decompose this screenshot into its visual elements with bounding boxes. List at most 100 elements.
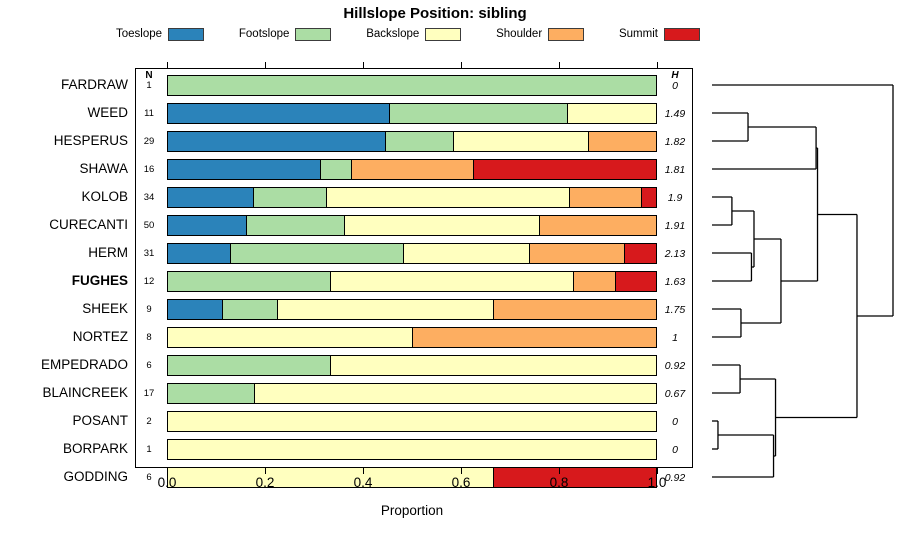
x-tick-top — [657, 62, 659, 68]
h-value: 2.13 — [664, 248, 686, 260]
bar-segment-toeslope — [168, 243, 232, 263]
bar-segment-footslope — [320, 159, 352, 179]
legend-label: Footslope — [238, 28, 290, 40]
h-value: 1.63 — [664, 276, 686, 288]
stacked-bar-fardraw — [167, 74, 657, 96]
bar-segment-backslope — [168, 467, 494, 487]
h-value: 0.67 — [664, 388, 686, 400]
n-value: 12 — [143, 276, 155, 287]
bar-segment-shoulder — [530, 243, 625, 263]
bar-segment-footslope — [254, 187, 327, 207]
cluster-dendrogram — [712, 84, 894, 478]
h-column-header: H — [671, 70, 679, 81]
legend-swatch — [425, 27, 462, 41]
stacked-bar-herm — [167, 242, 657, 264]
x-tick-label: 0.8 — [549, 475, 569, 490]
h-value: 1.9 — [667, 192, 683, 204]
row-label-fughes: FUGHES — [71, 273, 128, 288]
row-label-sheek: SHEEK — [82, 301, 128, 316]
plot-area-frame — [135, 68, 693, 468]
bar-segment-backslope — [454, 131, 590, 151]
stacked-bar-shawa — [167, 158, 657, 180]
x-tick-top — [167, 62, 169, 68]
x-tick-label: 0.4 — [353, 475, 373, 490]
bar-segment-footslope — [231, 243, 405, 263]
bar-segment-shoulder — [351, 159, 475, 179]
stacked-bar-curecanti — [167, 214, 657, 236]
bar-segment-footslope — [168, 383, 255, 403]
h-value: 1.82 — [664, 136, 686, 148]
bar-segment-backslope — [567, 103, 656, 123]
x-tick-label: 1.0 — [647, 475, 667, 490]
stacked-bar-weed — [167, 102, 657, 124]
row-label-borpark: BORPARK — [62, 441, 128, 456]
n-value: 9 — [146, 304, 152, 315]
x-tick-label: 0.2 — [255, 475, 275, 490]
bar-segment-footslope — [222, 299, 278, 319]
bar-segment-toeslope — [168, 103, 390, 123]
row-label-hesperus: HESPERUS — [53, 133, 128, 148]
n-value: 1 — [146, 444, 152, 455]
row-label-empedrado: EMPEDRADO — [40, 357, 128, 372]
n-value: 16 — [143, 164, 155, 175]
bar-segment-backslope — [168, 411, 656, 431]
row-label-weed: WEED — [87, 105, 129, 120]
n-column-header: N — [145, 70, 153, 81]
legend-item-shoulder: Shoulder — [496, 27, 585, 41]
h-value: 1.81 — [664, 164, 686, 176]
row-label-posant: POSANT — [72, 413, 128, 428]
bar-segment-backslope — [331, 355, 656, 375]
row-label-nortez: NORTEZ — [72, 329, 128, 344]
x-tick — [265, 468, 267, 474]
n-value: 29 — [143, 136, 155, 147]
legend-label: Summit — [618, 28, 658, 40]
x-tick-top — [265, 62, 267, 68]
bar-segment-summit — [615, 271, 656, 291]
x-tick-label: 0.0 — [157, 475, 177, 490]
bar-segment-summit — [624, 243, 656, 263]
stacked-bar-blaincreek — [167, 382, 657, 404]
h-value: 0.92 — [664, 472, 686, 484]
bar-segment-footslope — [246, 215, 345, 235]
row-label-curecanti: CURECANTI — [49, 217, 128, 232]
bar-segment-summit — [493, 467, 656, 487]
bar-segment-footslope — [389, 103, 568, 123]
legend-item-backslope: Backslope — [366, 27, 462, 41]
n-value: 6 — [146, 360, 152, 371]
stacked-bar-nortez — [167, 326, 657, 348]
legend-label: Toeslope — [116, 28, 163, 40]
stacked-bar-fughes — [167, 270, 657, 292]
h-value: 1.91 — [664, 220, 686, 232]
bar-segment-footslope — [386, 131, 455, 151]
x-tick-top — [559, 62, 561, 68]
h-value: 0.92 — [664, 360, 686, 372]
bar-segment-summit — [641, 187, 656, 207]
legend-swatch — [168, 27, 205, 41]
x-tick — [167, 468, 169, 474]
bar-segment-toeslope — [168, 215, 247, 235]
n-value: 1 — [146, 80, 152, 91]
x-tick-label: 0.6 — [451, 475, 471, 490]
bar-segment-footslope — [168, 355, 332, 375]
bar-segment-footslope — [168, 75, 656, 95]
x-tick — [363, 468, 365, 474]
bar-segment-backslope — [254, 383, 656, 403]
n-value: 17 — [143, 388, 155, 399]
chart-title: Hillslope Position: sibling — [343, 5, 527, 22]
n-value: 31 — [143, 248, 155, 259]
bar-segment-shoulder — [539, 215, 656, 235]
row-label-herm: HERM — [88, 245, 128, 260]
stacked-bar-sheek — [167, 298, 657, 320]
bar-segment-backslope — [168, 327, 413, 347]
x-tick — [559, 468, 561, 474]
h-value: 0 — [672, 416, 678, 428]
bar-segment-shoulder — [412, 327, 656, 347]
x-tick-top — [363, 62, 365, 68]
stacked-bar-kolob — [167, 186, 657, 208]
n-value: 2 — [146, 416, 152, 427]
bar-segment-backslope — [277, 299, 495, 319]
n-value: 8 — [146, 332, 152, 343]
bar-segment-toeslope — [168, 187, 255, 207]
h-value: 1.75 — [664, 304, 686, 316]
